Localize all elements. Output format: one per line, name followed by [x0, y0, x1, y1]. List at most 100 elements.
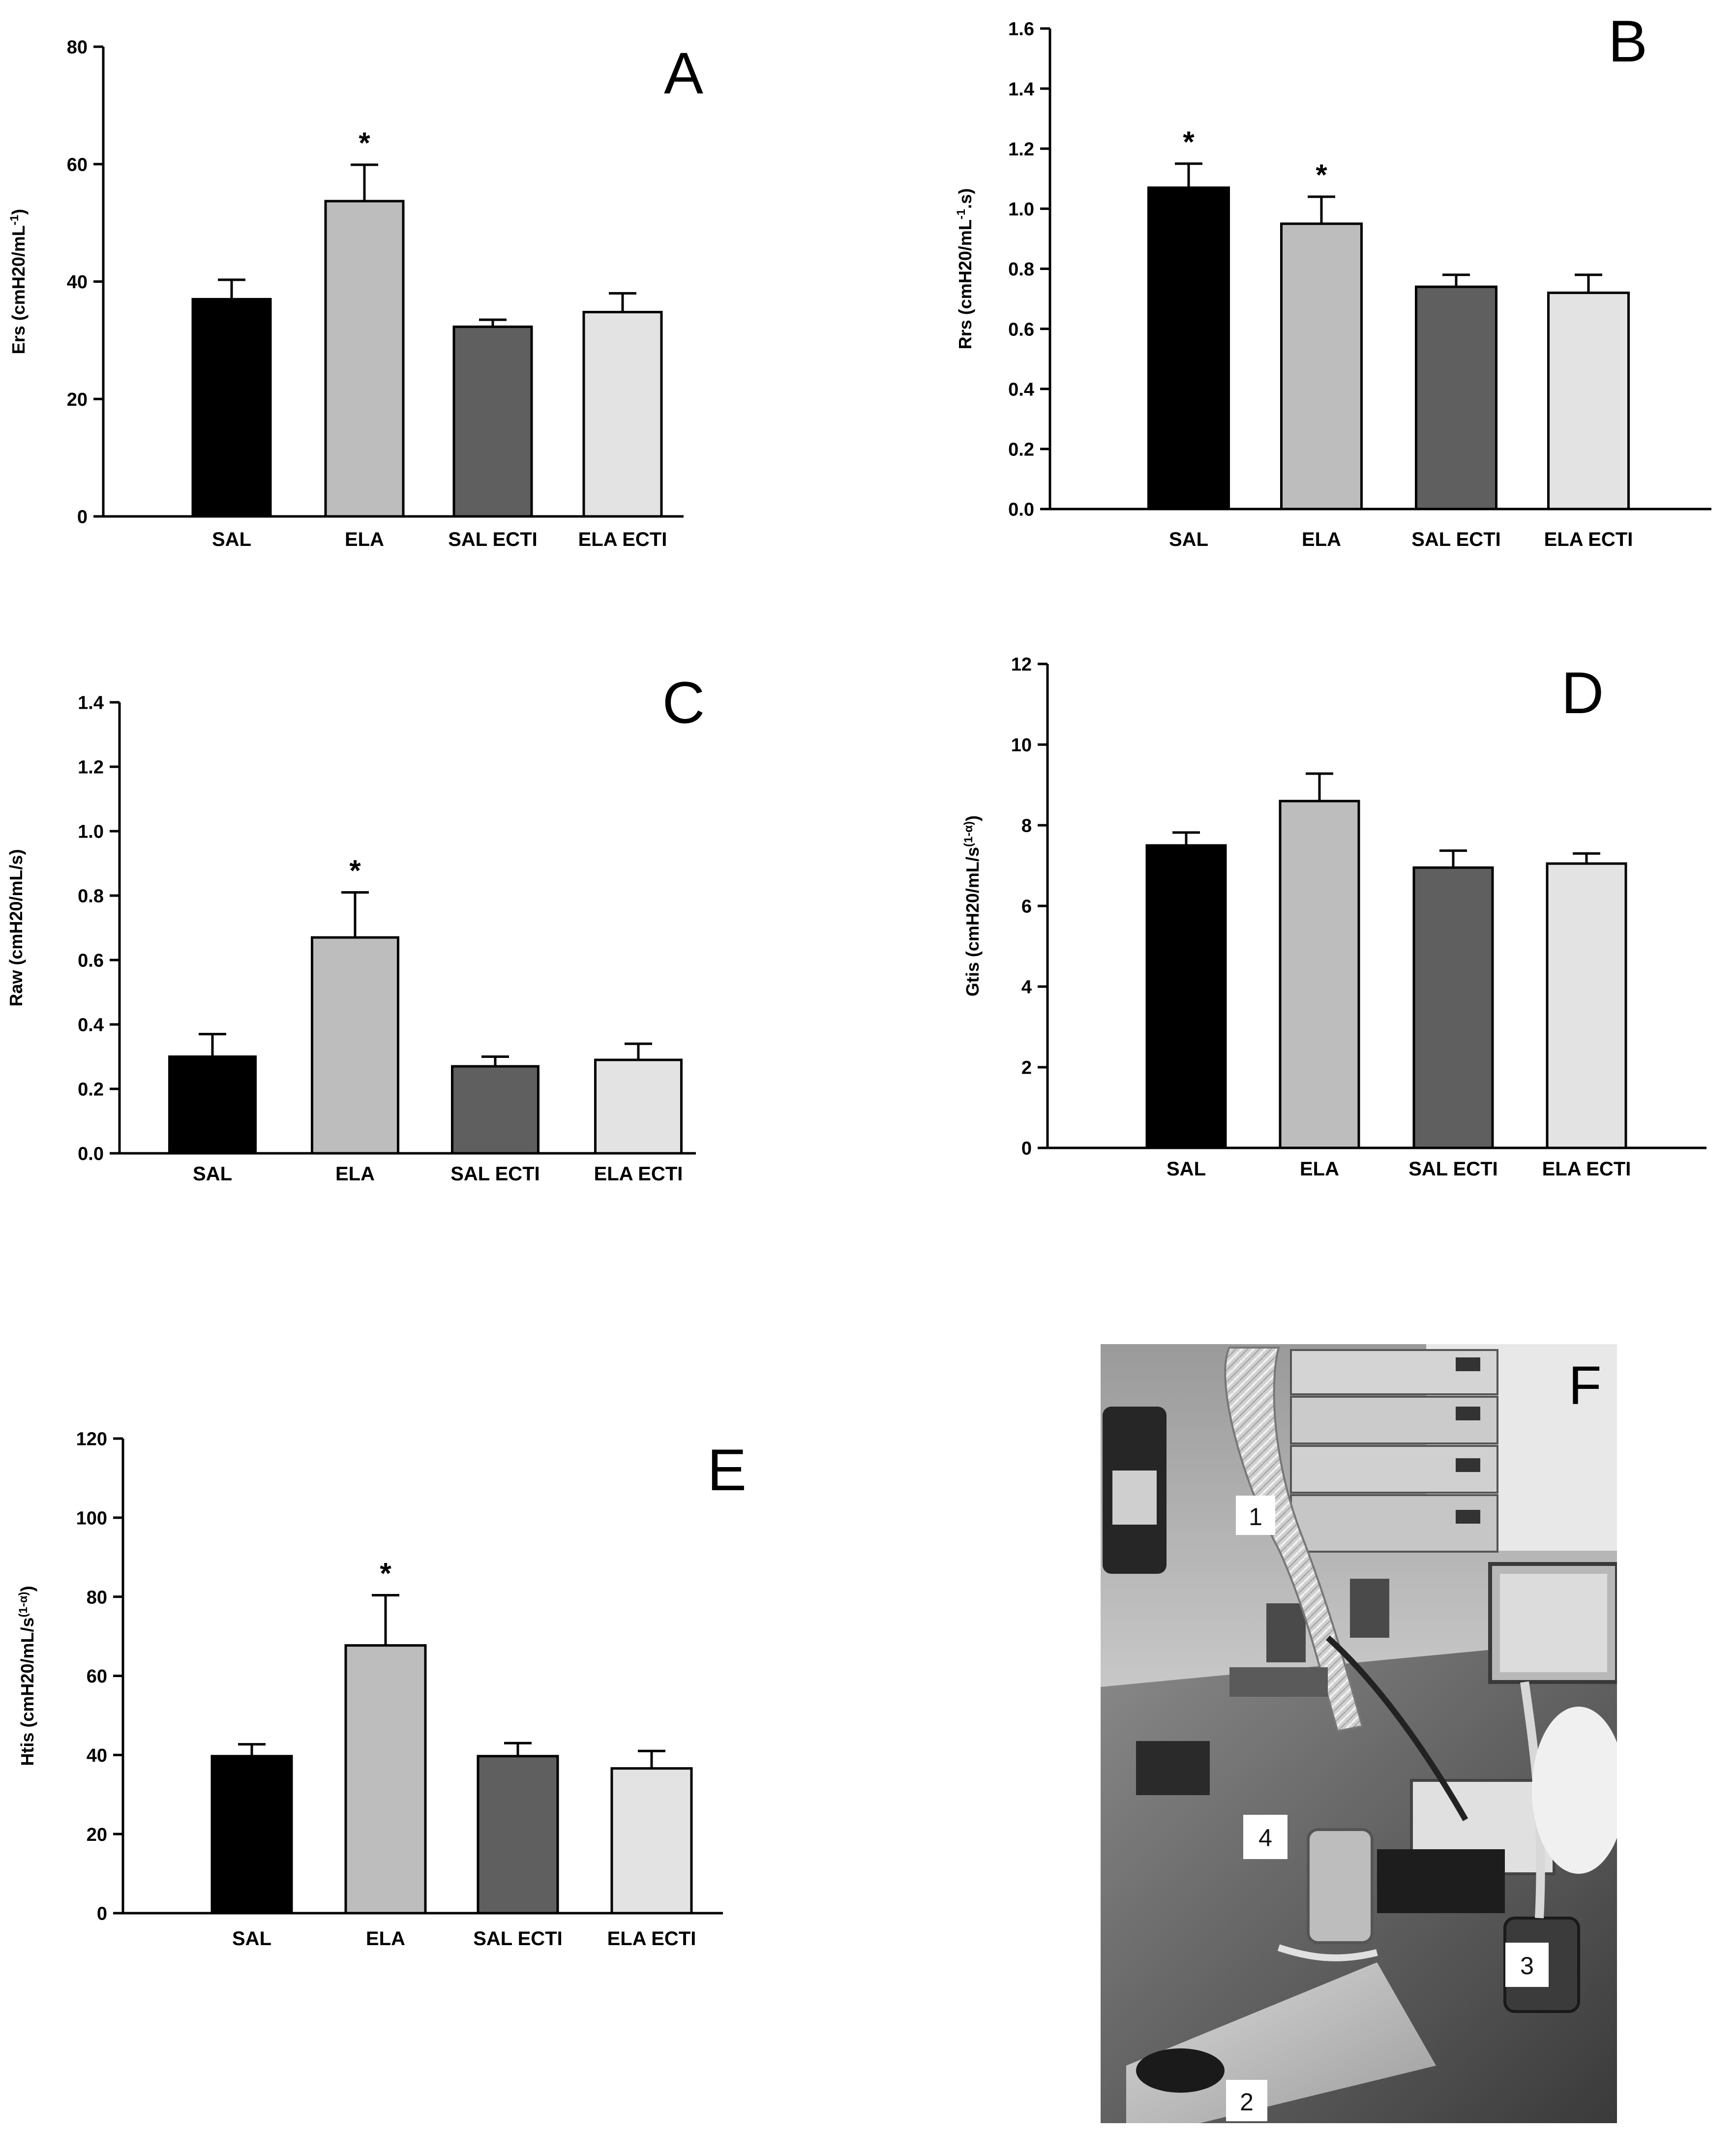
callout-3-label: 3 — [1520, 1952, 1534, 1980]
y-axis-title-end: ) — [962, 815, 983, 821]
y-tick-label: 1.4 — [78, 693, 104, 714]
callout-4-label: 4 — [1258, 1824, 1272, 1852]
y-axis-title-superscript: (1-α) — [17, 1592, 30, 1617]
y-axis-title-main: Htis (cmH20/mL/s — [17, 1617, 37, 1766]
y-tick-label: 1.4 — [1008, 79, 1034, 100]
bar-e-3 — [477, 1755, 559, 1915]
callout-1: 1 — [1236, 1496, 1275, 1535]
y-axis-title: Gtis (cmH20/mL/s(1-α)) — [962, 815, 983, 996]
y-tick-label: 0 — [1021, 1139, 1032, 1159]
x-category-label: SAL — [193, 1163, 232, 1185]
y-tick-label: 0.6 — [1008, 319, 1034, 340]
significance-marker: * — [349, 854, 361, 887]
x-category-label: ELA ECTI — [607, 1928, 696, 1950]
y-axis-title-end: ) — [8, 209, 29, 215]
y-tick-label: 0.4 — [78, 1015, 104, 1036]
y-axis-title-main: Gtis (cmH20/mL/s — [962, 847, 983, 996]
significance-marker: * — [380, 1557, 391, 1590]
foil-tube — [1224, 1347, 1364, 1733]
x-category-label: ELA ECTI — [594, 1163, 683, 1185]
x-category-label: ELA — [335, 1163, 375, 1185]
y-tick-label: 0 — [97, 1904, 107, 1924]
y-axis-title: Raw (cmH20/mL/s) — [6, 849, 26, 1006]
panel-label-c: C — [662, 670, 705, 736]
bar-b-1 — [1147, 186, 1230, 511]
x-category-label: SAL ECTI — [450, 1163, 540, 1185]
y-axis-title-main: Raw (cmH20/mL/s) — [6, 849, 26, 1006]
y-tick-label: 60 — [87, 1666, 107, 1687]
chart-panel-b: 0.0 0.2 0.4 0.6 0.8 1.0 1.2 1.4 1.6 Rrs (cmH20/mL… — [955, 8, 1711, 550]
x-category-label: SAL ECTI — [448, 529, 538, 550]
x-category-label: SAL — [232, 1928, 271, 1950]
y-tick-label: 20 — [67, 390, 88, 410]
panel-label-f: F — [1568, 1355, 1601, 1416]
y-tick-label: 40 — [87, 1745, 107, 1766]
cylinder-4 — [1307, 1828, 1374, 1944]
y-tick-label: 0.6 — [78, 951, 104, 971]
significance-marker: * — [1316, 158, 1327, 191]
bar-c-4 — [594, 1058, 683, 1155]
x-category-label: SAL — [212, 529, 251, 550]
bar-b-2 — [1280, 222, 1363, 511]
chart-panel-d: 0 2 4 6 8 10 12 Gtis (cmH20/mL/s(1-α)) SAL ELA SAL… — [962, 655, 1706, 1180]
y-tick-label: 60 — [67, 154, 88, 175]
x-category-label: SAL ECTI — [1411, 529, 1501, 550]
gloved-hand — [1532, 1707, 1617, 1874]
callout-3: 3 — [1505, 1943, 1549, 1987]
y-tick-label: 120 — [76, 1429, 107, 1450]
callout-2-label: 2 — [1240, 2088, 1254, 2116]
x-category-label: ELA — [366, 1928, 405, 1950]
chart-panel-e: 0 20 40 60 80 100 120 Htis (cmH20/mL/s(1-α)) SAL… — [17, 1429, 747, 1950]
bar-a-2 — [324, 200, 405, 518]
callout-1-label: 1 — [1249, 1503, 1262, 1531]
x-category-label: SAL — [1167, 1158, 1206, 1180]
y-tick-label: 1.2 — [78, 757, 104, 778]
y-tick-label: 2 — [1021, 1058, 1032, 1079]
bar-a-3 — [452, 325, 533, 518]
bar-d-2 — [1279, 800, 1360, 1149]
y-tick-label: 1.0 — [78, 822, 104, 842]
y-axis-title-main: Rrs (cmH20/mL — [955, 219, 975, 349]
bar-d-3 — [1412, 866, 1494, 1149]
y-tick-label: 0.0 — [78, 1144, 104, 1165]
x-category-label: ELA ECTI — [1542, 1158, 1631, 1180]
y-tick-label: 0.0 — [1008, 500, 1034, 520]
y-axis-title: Rrs (cmH20/mL-1.s) — [955, 188, 976, 349]
significance-marker: * — [1183, 125, 1195, 158]
y-tick-label: 10 — [1011, 735, 1032, 756]
callout-2: 2 — [1226, 2080, 1267, 2121]
bar-a-1 — [191, 298, 272, 518]
x-category-label: SAL — [1169, 529, 1208, 550]
chart-panel-a: 0 20 40 60 80 Ers (cmH20/mL-1) SAL * ELA SAL ECTI… — [8, 37, 704, 550]
bar-e-1 — [210, 1755, 293, 1915]
y-axis-title-superscript: -1 — [955, 209, 968, 219]
bar-c-1 — [168, 1055, 257, 1155]
bar-c-3 — [451, 1065, 539, 1155]
y-tick-label: 0.8 — [1008, 259, 1034, 280]
y-tick-label: 1.0 — [1008, 199, 1034, 220]
panel-label-a: A — [664, 40, 703, 106]
y-tick-label: 6 — [1021, 897, 1032, 917]
y-tick-label: 0.2 — [78, 1080, 104, 1100]
x-category-label: ELA — [345, 529, 384, 550]
y-axis-title: Ers (cmH20/mL-1) — [8, 209, 29, 354]
y-tick-label: 4 — [1021, 977, 1032, 998]
y-tick-label: 1.6 — [1008, 19, 1034, 40]
y-tick-label: 20 — [87, 1825, 107, 1845]
chart-panel-c: 0.0 0.2 0.4 0.6 0.8 1.0 1.2 1.4 Raw (cmH20/mL/s)… — [6, 670, 705, 1185]
equipment-stack — [1290, 1349, 1498, 1553]
y-tick-label: 0.2 — [1008, 440, 1034, 460]
significance-marker: * — [359, 126, 370, 159]
y-tick-label: 80 — [67, 37, 88, 58]
panel-label-b: B — [1608, 8, 1647, 74]
y-axis-title-superscript: (1-α) — [962, 821, 975, 847]
panel-label-d: D — [1561, 660, 1604, 726]
y-tick-label: 0 — [77, 507, 88, 528]
panel-label-e: E — [707, 1437, 747, 1503]
y-tick-label: 80 — [87, 1587, 107, 1608]
y-axis-title-main: Ers (cmH20/mL — [8, 225, 29, 354]
y-tick-label: 0.8 — [78, 886, 104, 907]
callout-4: 4 — [1243, 1815, 1287, 1859]
y-tick-label: 1.2 — [1008, 139, 1034, 160]
